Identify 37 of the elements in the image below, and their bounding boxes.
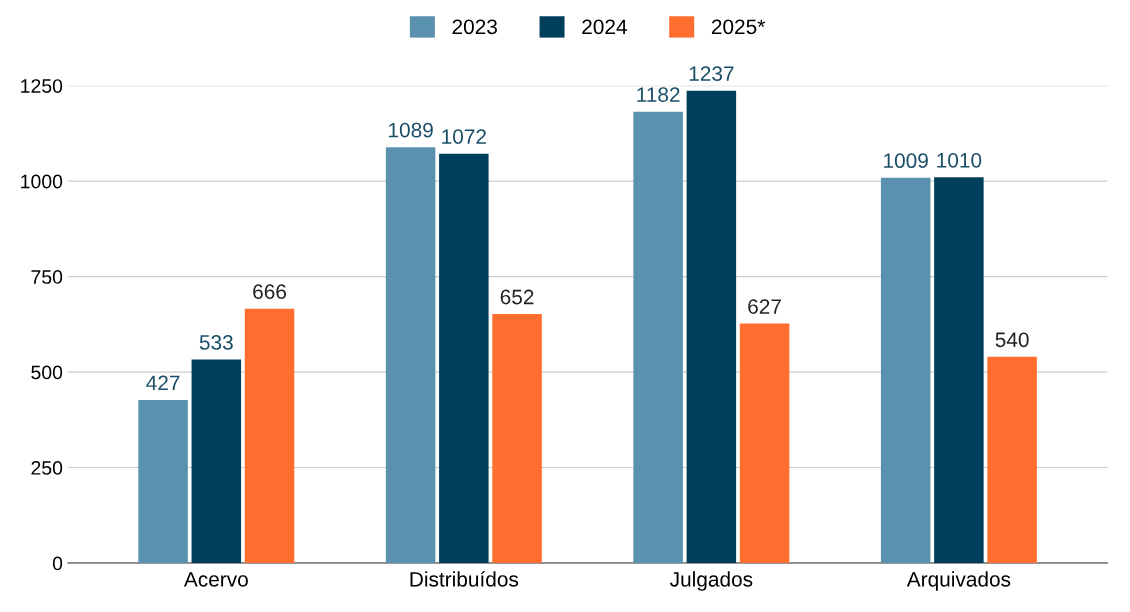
legend-label: 2024 — [582, 19, 627, 35]
y-tick-label: 1250 — [21, 79, 63, 93]
data-label: 1182 — [637, 87, 680, 102]
y-tick-label: 750 — [31, 270, 63, 284]
legend-label: 2023 — [452, 19, 497, 35]
bar — [244, 308, 295, 564]
bar — [191, 359, 242, 564]
data-label: 1010 — [937, 152, 982, 168]
bar — [686, 90, 737, 564]
data-label: 533 — [199, 335, 233, 350]
data-label: 1237 — [689, 66, 734, 81]
data-label: 1089 — [389, 122, 433, 138]
bar — [439, 153, 489, 564]
x-tick-label: Julgados — [669, 571, 753, 591]
y-tick-label: 500 — [31, 365, 63, 380]
x-tick-label: Acervo — [183, 572, 248, 587]
bar — [934, 177, 984, 564]
data-label: 666 — [253, 284, 286, 300]
y-tick-label: 1000 — [21, 174, 63, 189]
x-tick-label: Arquivados — [906, 571, 1011, 591]
bar — [633, 111, 683, 564]
bar — [880, 177, 931, 564]
bar — [739, 323, 790, 564]
legend-label: 2025* — [711, 19, 766, 35]
data-label: 540 — [995, 332, 1029, 348]
bar — [492, 314, 542, 564]
x-tick-label: Distribuídos — [410, 571, 519, 587]
y-tick-label: 0 — [52, 556, 63, 571]
bar — [987, 356, 1037, 564]
data-label: 427 — [146, 375, 180, 391]
bar — [138, 399, 188, 564]
data-label: 1072 — [442, 129, 486, 144]
data-label: 627 — [748, 299, 781, 314]
data-label: 1009 — [884, 153, 928, 169]
bar — [385, 147, 436, 564]
data-label: 652 — [500, 289, 534, 305]
y-tick-label: 250 — [31, 461, 63, 475]
